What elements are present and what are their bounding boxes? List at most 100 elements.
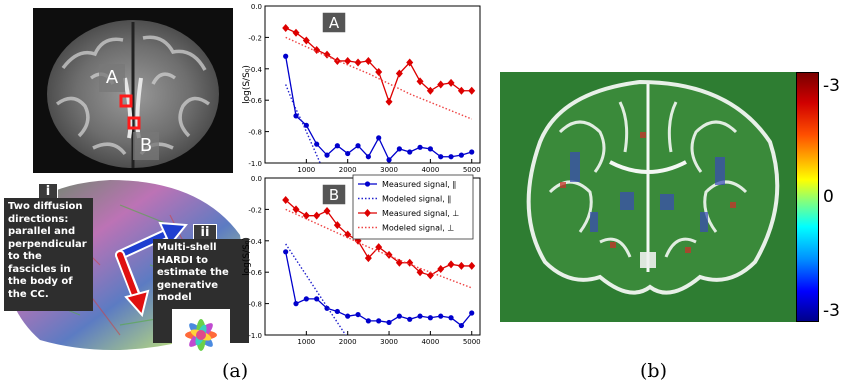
data-point	[396, 146, 402, 152]
data-point	[386, 319, 392, 326]
data-point	[292, 205, 300, 214]
data-point	[427, 315, 433, 321]
x-tick-label: 4000	[421, 166, 439, 172]
note-ii-text: Multi-shell HARDI to estimate the genera…	[157, 242, 229, 303]
data-point	[313, 211, 321, 220]
data-point	[334, 143, 340, 149]
y-tick-label: 0.0	[251, 175, 262, 183]
y-tick-label: -1.0	[248, 160, 262, 168]
data-point	[416, 77, 424, 86]
data-point	[292, 28, 300, 37]
y-tick-label: -0.6	[248, 269, 262, 277]
caption-a: (a)	[222, 360, 249, 382]
data-point	[385, 250, 393, 259]
roi-b-marker	[127, 116, 141, 130]
data-point	[437, 80, 445, 89]
data-point	[345, 150, 351, 157]
data-point	[457, 261, 465, 270]
x-tick-label: 1000	[297, 338, 315, 344]
y-tick-label: -0.8	[248, 301, 262, 309]
y-tick-label: -0.2	[248, 206, 262, 214]
data-point	[458, 152, 464, 158]
data-point	[354, 58, 362, 67]
data-point	[448, 315, 454, 321]
data-point	[324, 152, 330, 158]
data-point	[427, 146, 433, 152]
data-point	[345, 313, 351, 319]
data-point	[282, 23, 290, 32]
data-point	[293, 301, 299, 307]
data-point	[365, 154, 371, 160]
x-tick-label: 5000	[463, 338, 481, 344]
data-point	[314, 141, 320, 147]
roi-label-a: A	[99, 64, 125, 92]
caption-b: (b)	[640, 360, 667, 382]
x-tick-label: 3000	[380, 166, 398, 172]
y-tick-label: -0.2	[248, 34, 262, 42]
modeled-line	[285, 243, 347, 335]
data-point	[355, 143, 361, 149]
modeled-line	[285, 36, 472, 120]
chart-b: 0.0 -0.2 -0.4 -0.6 -0.8 -1.0 1000 2000 3000 4000 5…	[242, 174, 481, 344]
data-point	[469, 310, 475, 316]
data-point	[447, 260, 455, 269]
data-point	[302, 211, 310, 220]
data-point	[416, 268, 424, 277]
x-tick-label: 2000	[339, 338, 357, 344]
y-tick-label: -0.4	[248, 238, 262, 246]
data-point	[438, 313, 444, 319]
data-point	[448, 154, 454, 160]
data-point	[282, 195, 290, 204]
data-point	[314, 296, 320, 302]
data-point	[283, 53, 289, 59]
y-tick-label: -0.8	[248, 129, 262, 137]
y-tick-label: -0.4	[248, 66, 262, 74]
data-point	[458, 322, 464, 329]
data-point	[323, 206, 331, 215]
odf-glyph-icon	[185, 318, 217, 351]
data-point	[302, 36, 310, 45]
data-point	[364, 254, 372, 263]
data-point	[417, 144, 423, 150]
colorbar-tick-top: -3	[823, 76, 840, 96]
panel-label-badge	[321, 11, 347, 34]
colorbar-tick-bottom: -3	[823, 301, 840, 321]
legend-label: Modeled signal, ∥	[382, 195, 451, 204]
y-axis-label: log(S/S₀)	[242, 65, 252, 104]
data-point	[457, 86, 465, 95]
modeled-line	[285, 208, 472, 289]
data-point	[407, 149, 413, 155]
x-tick-label: 5000	[463, 166, 481, 172]
panel-label: B	[329, 186, 339, 204]
roi-label-b: B	[133, 132, 159, 160]
legend-marker	[364, 209, 371, 217]
data-point	[293, 113, 299, 119]
data-point	[385, 97, 393, 106]
data-point	[426, 86, 434, 95]
note-i-text: Two diffusion directions: parallel and p…	[4, 198, 93, 311]
roi-a-marker	[119, 94, 133, 108]
data-point	[395, 69, 403, 78]
data-point	[364, 56, 372, 65]
note-ii-box: Multi-shell HARDI to estimate the genera…	[153, 239, 249, 359]
data-point	[447, 78, 455, 87]
data-point	[303, 296, 309, 302]
legend-label: Modeled signal, ⊥	[382, 224, 454, 233]
data-point	[365, 318, 371, 324]
data-point	[323, 50, 331, 59]
odf-glyph-image	[172, 308, 230, 359]
y-tick-label: -0.6	[248, 97, 262, 105]
data-point	[303, 122, 309, 128]
parallel-direction-arrow	[115, 221, 188, 260]
data-point	[468, 261, 476, 270]
legend-box	[352, 174, 474, 240]
x-tick-label: 3000	[380, 338, 398, 344]
series-group	[282, 195, 476, 335]
panel-label-badge	[321, 183, 347, 206]
legend-marker	[364, 181, 371, 187]
y-axis-label: log(S/S₀)	[242, 237, 252, 276]
x-tick-label: 1000	[297, 166, 315, 172]
data-point	[344, 56, 352, 65]
data-point	[386, 157, 392, 163]
data-point	[333, 221, 341, 230]
